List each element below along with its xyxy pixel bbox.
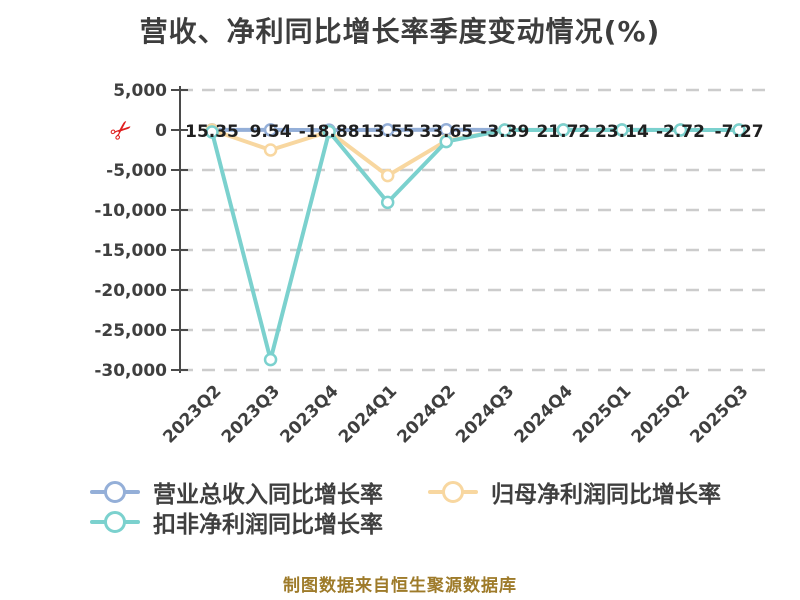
- data-point-deducted-net-profit-yoy-2023Q2[interactable]: [205, 125, 219, 139]
- legend-circle-icon: [104, 511, 126, 533]
- y-axis-tick-label: -20,000: [94, 281, 167, 301]
- data-point-deducted-net-profit-yoy-2024Q2[interactable]: [439, 134, 453, 149]
- x-axis-label: 2024Q2: [394, 381, 460, 447]
- y-axis-tick-label: 5,000: [113, 81, 167, 101]
- point-value-label: -2.72: [656, 122, 705, 142]
- y-axis-tick-label: -10,000: [94, 201, 167, 221]
- legend-circle-icon: [442, 481, 464, 503]
- point-value-label: -7.27: [715, 122, 764, 142]
- data-point-deducted-net-profit-yoy-2024Q1[interactable]: [380, 195, 395, 210]
- data-point-deducted-net-profit-yoy-2025Q2[interactable]: [673, 123, 688, 137]
- data-point-deducted-net-profit-yoy-2024Q4[interactable]: [556, 123, 571, 137]
- y-axis-tick-label: -15,000: [94, 241, 167, 261]
- point-value-label: 23.14: [595, 122, 649, 142]
- chart-title: 营收、净利同比增长率季度变动情况(%): [139, 15, 661, 48]
- x-axis-label: 2025Q3: [686, 381, 752, 447]
- legend-row-1: 营业总收入同比增长率 归母净利润同比增长率: [90, 479, 721, 508]
- data-point-net-profit-yoy-2023Q3[interactable]: [263, 143, 278, 157]
- x-axis-label: 2024Q4: [511, 381, 577, 447]
- data-point-net-profit-yoy-2024Q1[interactable]: [380, 168, 395, 183]
- x-axis-label: 2023Q2: [159, 381, 225, 447]
- x-axis-label: 2023Q4: [276, 381, 342, 447]
- legend-label-net-profit: 归母净利润同比增长率: [491, 482, 721, 508]
- x-axis-label: 2024Q3: [452, 381, 518, 447]
- legend-item-net-profit[interactable]: 归母净利润同比增长率: [428, 475, 721, 509]
- x-axis-label: 2025Q1: [569, 381, 635, 447]
- legend-label-revenue: 营业总收入同比增长率: [153, 482, 383, 508]
- y-axis-tick-label: -25,000: [94, 321, 167, 341]
- series-line-deducted-net-profit-yoy: [210, 128, 742, 362]
- legend-marker-net-profit: [428, 481, 478, 503]
- data-point-deducted-net-profit-yoy-2025Q3[interactable]: [732, 123, 746, 137]
- data-point-deducted-net-profit-yoy-2023Q4[interactable]: [322, 124, 336, 139]
- point-value-label: -18.88: [299, 122, 360, 142]
- legend-marker-deducted-net-profit: [90, 511, 140, 533]
- x-axis-label: 2025Q2: [628, 381, 694, 447]
- data-point-revenue-yoy-2023Q3[interactable]: [263, 123, 278, 137]
- growth-rate-line-chart[interactable]: 5,000 0 -5,000 -10,000 -15,000 -20,000 -25,000…: [0, 0, 800, 470]
- point-value-label: -3.39: [480, 122, 529, 142]
- data-point-deducted-net-profit-yoy-2023Q3[interactable]: [263, 352, 278, 367]
- legend-marker-revenue: [90, 481, 140, 503]
- x-axis-label: 2024Q1: [335, 381, 401, 447]
- x-axis-label: 2023Q3: [218, 381, 284, 447]
- y-axis-tick-label: 0: [155, 121, 167, 141]
- legend-label-deducted-net-profit: 扣非净利润同比增长率: [153, 512, 383, 538]
- legend-circle-icon: [104, 481, 126, 503]
- data-source-caption: 制图数据来自恒生聚源数据库: [283, 576, 517, 596]
- point-value-label: 15.35: [185, 122, 239, 142]
- point-value-label: 33.65: [419, 122, 473, 142]
- legend-item-deducted-net-profit[interactable]: 扣非净利润同比增长率: [90, 505, 383, 539]
- legend-item-revenue[interactable]: 营业总收入同比增长率: [90, 475, 383, 509]
- data-point-deducted-net-profit-yoy-2024Q3[interactable]: [498, 123, 512, 137]
- y-axis-tick-label: -5,000: [106, 161, 167, 181]
- y-axis-tick-label: -30,000: [94, 361, 167, 381]
- point-value-label: 13.55: [361, 122, 415, 142]
- data-point-deducted-net-profit-yoy-2025Q1[interactable]: [615, 123, 629, 137]
- scissors-icon: ✂: [104, 113, 140, 150]
- point-value-label: 9.54: [250, 122, 292, 142]
- data-point-revenue-yoy-2024Q1[interactable]: [380, 123, 395, 137]
- legend-row-2: 扣非净利润同比增长率: [90, 509, 383, 538]
- point-value-label: 21.72: [536, 122, 590, 142]
